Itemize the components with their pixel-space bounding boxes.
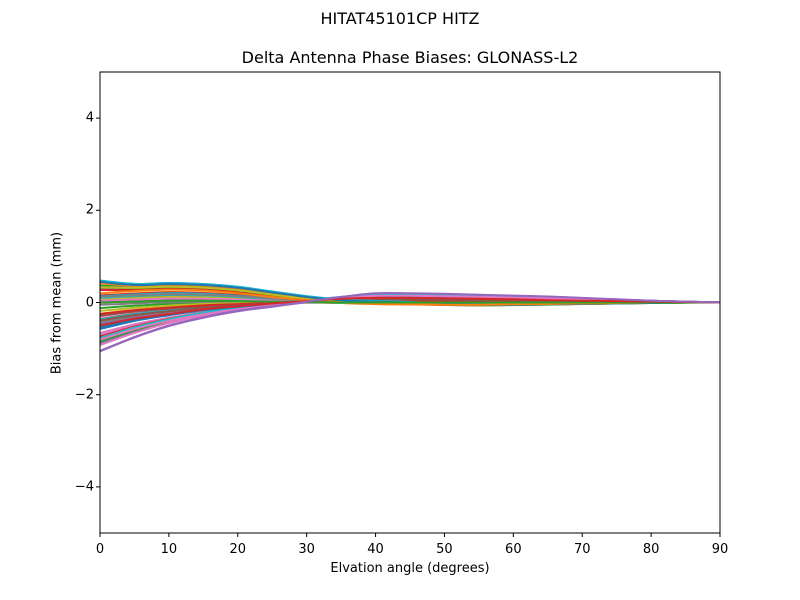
x-tick-label: 20 bbox=[229, 542, 247, 557]
axis-ticks bbox=[96, 117, 721, 537]
x-axis-label: Elvation angle (degrees) bbox=[330, 561, 490, 576]
bias-curve bbox=[99, 292, 721, 352]
plot-lines bbox=[99, 279, 721, 353]
bias-curve bbox=[99, 296, 721, 327]
y-axis-label: Bias from mean (mm) bbox=[49, 231, 65, 375]
y-tick-label: 4 bbox=[85, 110, 94, 126]
y-tick-label: 2 bbox=[85, 202, 94, 218]
figure-suptitle: HITAT45101CP HITZ bbox=[320, 9, 480, 28]
x-tick-label: 70 bbox=[573, 542, 591, 557]
x-tick-label: 50 bbox=[436, 542, 453, 557]
x-tick-label: 90 bbox=[711, 542, 729, 557]
y-tick-label: 0 bbox=[85, 295, 94, 310]
y-tick-label: −2 bbox=[74, 387, 94, 403]
bias-curve bbox=[99, 299, 721, 304]
y-tick-label: −4 bbox=[74, 479, 94, 495]
x-tick-label: 30 bbox=[298, 542, 315, 557]
x-tick-label: 10 bbox=[160, 542, 178, 557]
x-tick-label: 60 bbox=[505, 542, 522, 557]
x-tick-label: 80 bbox=[642, 542, 660, 557]
x-tick-label: 40 bbox=[367, 542, 384, 557]
x-tick-label: 0 bbox=[95, 542, 105, 557]
chart-title: Delta Antenna Phase Biases: GLONASS-L2 bbox=[241, 48, 579, 67]
